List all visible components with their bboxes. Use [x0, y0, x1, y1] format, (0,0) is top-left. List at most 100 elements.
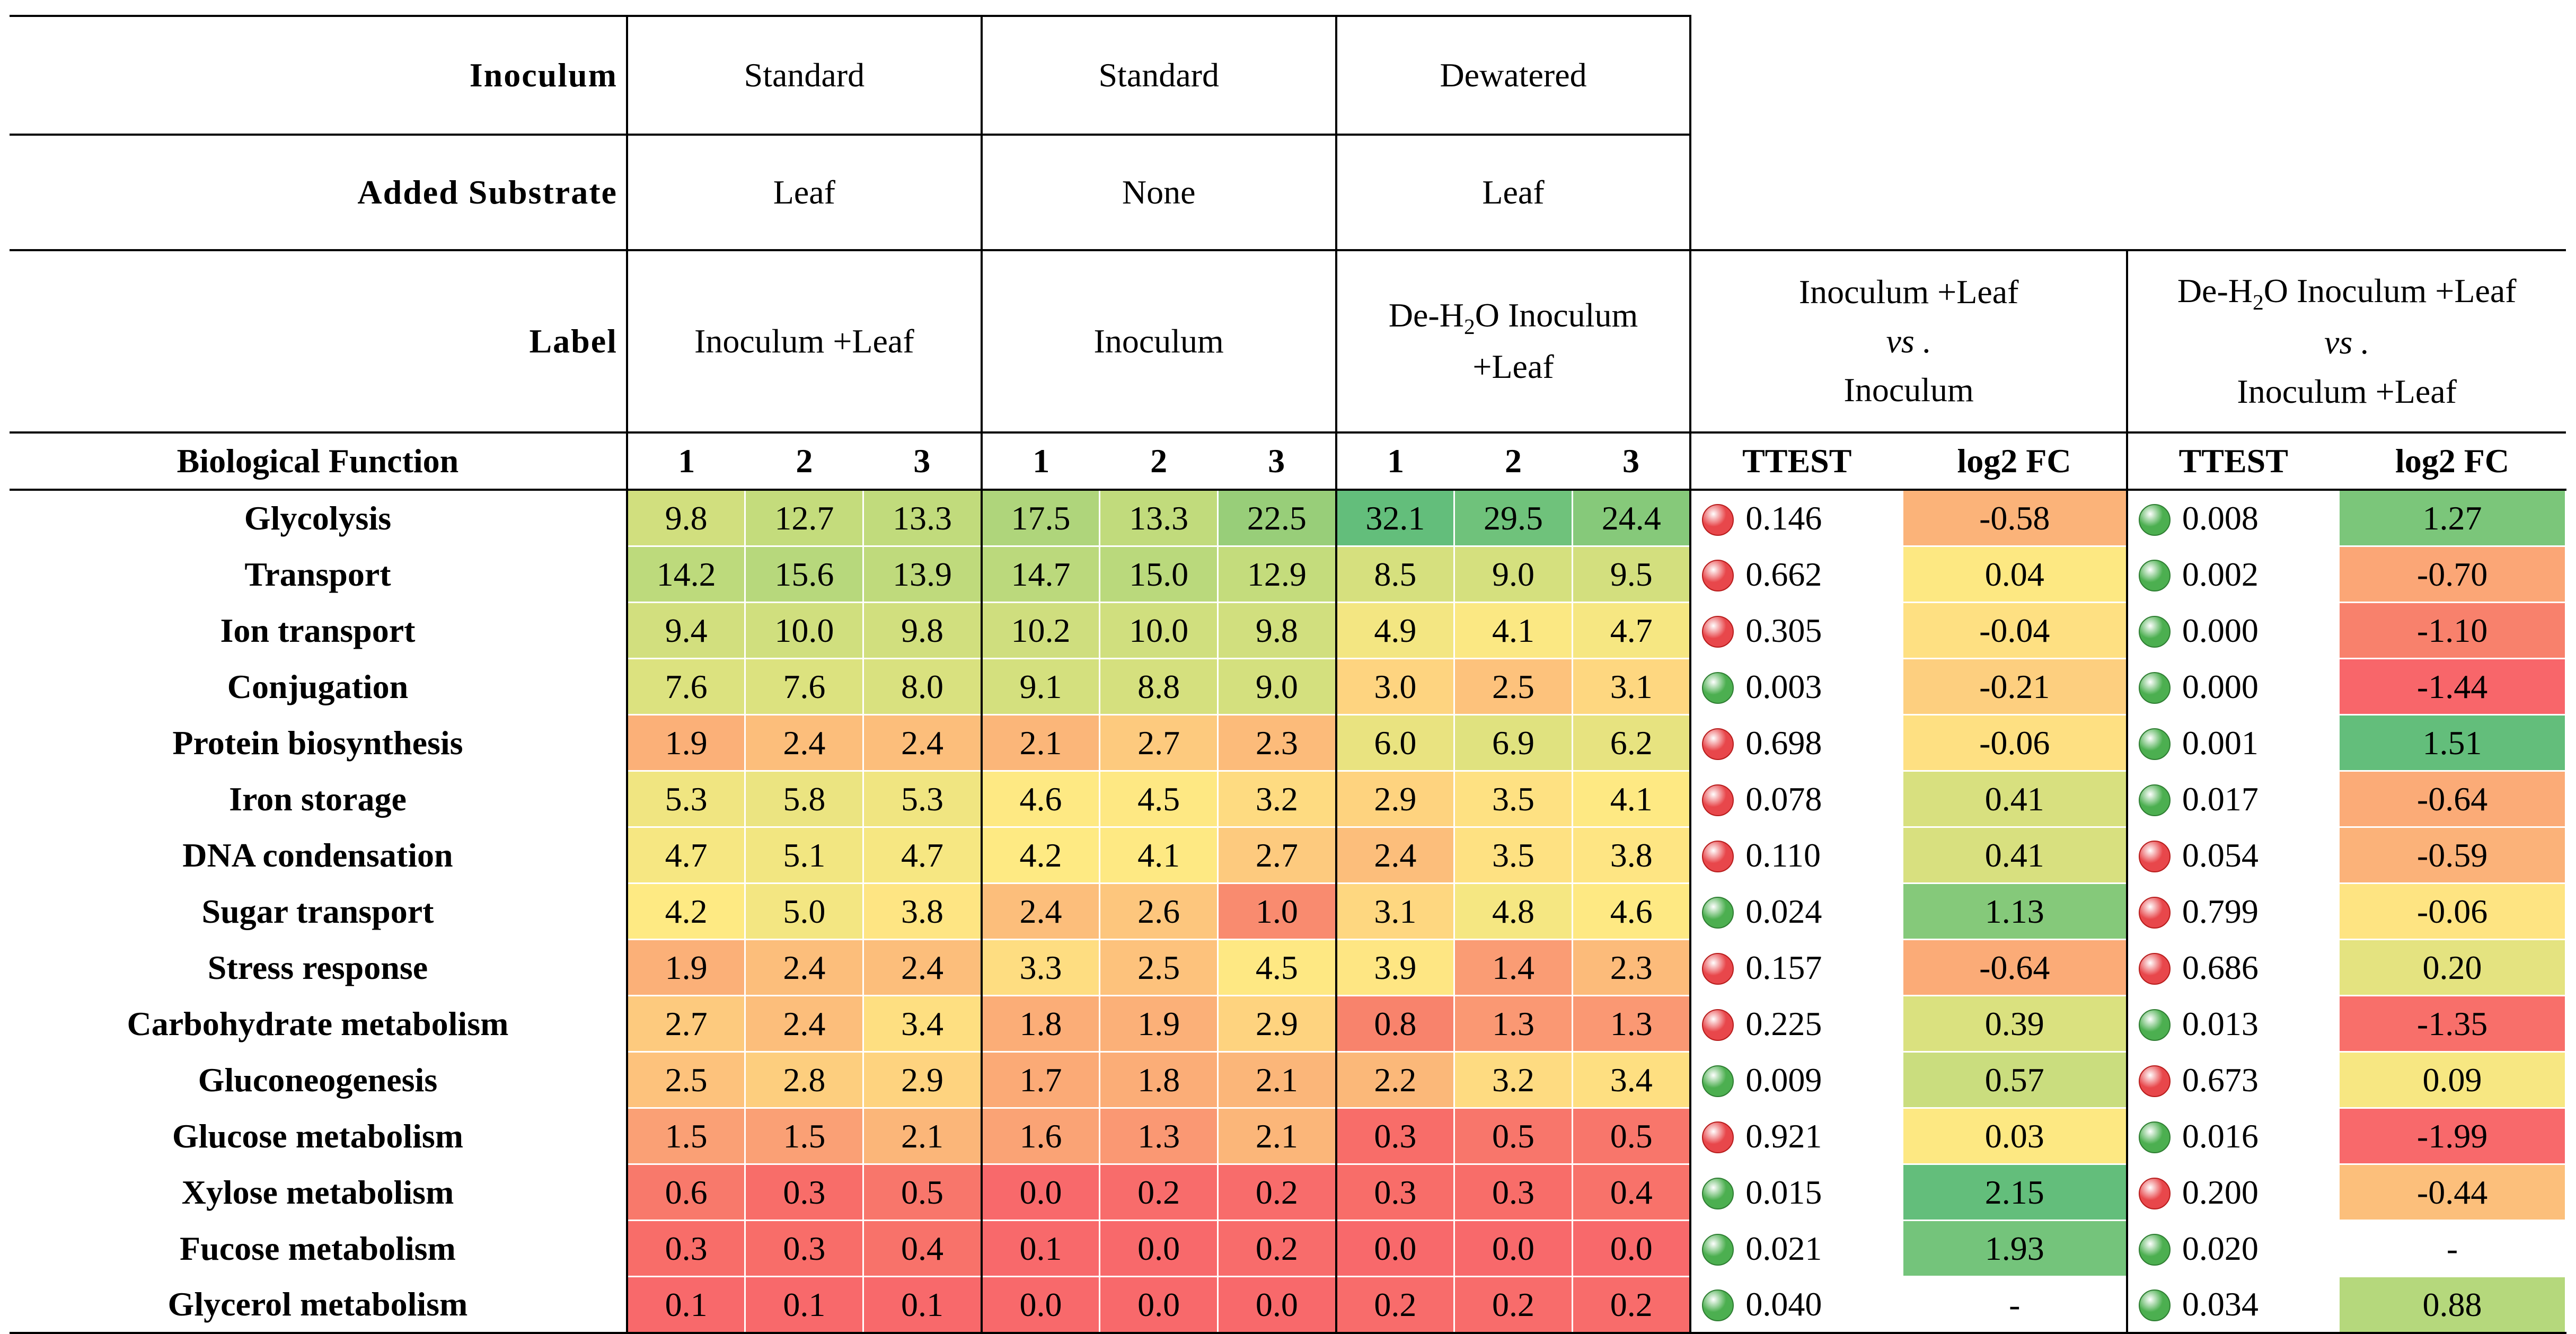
biological-function-name: Conjugation	[10, 658, 628, 715]
value-cell: 4.5	[1099, 770, 1219, 828]
value-cell: 24.4	[1571, 489, 1692, 547]
ttest-value: 0.078	[1745, 780, 1822, 818]
log2fc-cell: 0.88	[2338, 1276, 2566, 1334]
ttest-cell: 0.000	[2127, 603, 2339, 659]
value-cell: 0.2	[1217, 1220, 1337, 1277]
value-cell: 0.6	[626, 1163, 746, 1221]
value-cell: 0.3	[744, 1163, 864, 1221]
biological-function-name: Gluconeogenesis	[10, 1052, 628, 1108]
table-row: Conjugation 7.6 7.6 8.0 9.1 8.8 9.0 3.0 2.5 3.1 0.…	[10, 658, 2566, 715]
not-significant-indicator-icon	[1702, 952, 1734, 985]
value-cell: 1.8	[1099, 1051, 1219, 1109]
label-group-3: De-H2O Inoculum +Leaf	[1336, 249, 1692, 432]
log2fc-header: log2 FC	[1902, 431, 2128, 491]
value-cell: 9.0	[1453, 545, 1573, 603]
log2fc-cell: -0.64	[1901, 939, 2128, 996]
ttest-cell: 0.003	[1690, 659, 1902, 715]
significant-indicator-icon	[2138, 1121, 2171, 1153]
value-cell: 1.9	[626, 939, 746, 996]
value-cell: 1.6	[981, 1107, 1101, 1165]
log2fc-cell: -0.04	[1901, 602, 2128, 659]
ttest-value: 0.015	[1745, 1173, 1822, 1211]
value-cell: 2.4	[744, 939, 864, 996]
value-cell: 3.1	[1571, 658, 1692, 715]
value-cell: 2.4	[862, 939, 983, 996]
ttest-value: 0.000	[2182, 667, 2259, 705]
value-cell: 2.7	[1217, 826, 1337, 884]
value-cell: 9.0	[1217, 658, 1337, 715]
ttest-value: 0.016	[2182, 1117, 2259, 1155]
substrate-group-3: Leaf	[1336, 134, 1691, 250]
not-significant-indicator-icon	[1702, 784, 1734, 816]
ttest-value: 0.040	[1745, 1285, 1822, 1323]
ttest-value: 0.013	[2182, 1004, 2259, 1043]
value-cell: 2.9	[1217, 995, 1337, 1053]
value-cell: 4.7	[626, 826, 746, 884]
value-cell: 22.5	[1217, 489, 1337, 547]
log2fc-cell: 0.39	[1901, 995, 2128, 1053]
table-row: Fucose metabolism 0.3 0.3 0.4 0.1 0.0 0.2 0.0 0.…	[10, 1220, 2566, 1277]
value-cell: 2.4	[744, 714, 864, 772]
ttest-value: 0.000	[2182, 611, 2259, 649]
value-cell: 0.3	[1335, 1163, 1455, 1221]
log2fc-cell: -1.44	[2338, 658, 2566, 715]
ttest-value: 0.200	[2182, 1173, 2259, 1211]
value-cell: 13.3	[1099, 489, 1219, 547]
log2fc-cell: 0.41	[1901, 826, 2128, 884]
log2fc-cell: 2.15	[1901, 1163, 2128, 1221]
ttest-cell: 0.009	[1690, 1052, 1902, 1108]
value-cell: 2.3	[1571, 939, 1692, 996]
log2fc-cell: -1.10	[2338, 602, 2566, 659]
substrate-group-1: Leaf	[627, 134, 983, 250]
value-cell: 2.1	[981, 714, 1101, 772]
ttest-cell: 0.000	[2127, 659, 2339, 715]
value-cell: 0.0	[1099, 1276, 1219, 1334]
log2fc-cell: -	[1901, 1276, 2128, 1334]
table-row: Ion transport 9.4 10.0 9.8 10.2 10.0 9.8 4.9 4.1…	[10, 602, 2566, 659]
value-cell: 6.2	[1571, 714, 1692, 772]
comparison-2-header: De-H2O Inoculum +Leaf vs . Inoculum +Lea…	[2127, 249, 2566, 432]
ttest-value: 0.003	[1745, 667, 1822, 705]
value-cell: 1.0	[1217, 882, 1337, 940]
value-cell: 2.6	[1099, 882, 1219, 940]
value-cell: 7.6	[744, 658, 864, 715]
log2fc-cell: 0.57	[1901, 1051, 2128, 1109]
log2fc-cell: 0.20	[2338, 939, 2566, 996]
ttest-cell: 0.921	[1690, 1108, 1902, 1164]
biological-function-name: DNA condensation	[10, 827, 628, 884]
value-cell: 0.2	[1453, 1276, 1573, 1334]
not-significant-indicator-icon	[1702, 559, 1734, 591]
rep-header: 1	[627, 431, 745, 491]
ttest-cell: 0.662	[1690, 546, 1902, 603]
value-cell: 3.1	[1335, 882, 1455, 940]
value-cell: 0.1	[981, 1220, 1101, 1277]
significant-indicator-icon	[1702, 672, 1734, 704]
table-row: Glycolysis 9.8 12.7 13.3 17.5 13.3 22.5 32.1 29.…	[10, 489, 2566, 547]
value-cell: 13.3	[862, 489, 983, 547]
results-table: Inoculum Standard Standard Dewatered Add…	[10, 15, 2566, 1334]
ttest-value: 0.225	[1745, 1004, 1822, 1043]
significant-indicator-icon	[2138, 1233, 2171, 1266]
value-cell: 0.2	[1335, 1276, 1455, 1334]
value-cell: 1.8	[981, 995, 1101, 1053]
ttest-cell: 0.017	[2127, 771, 2339, 827]
value-cell: 14.2	[626, 545, 746, 603]
ttest-cell: 0.008	[2127, 490, 2339, 546]
ttest-cell: 0.015	[1690, 1164, 1902, 1221]
value-cell: 9.8	[626, 489, 746, 547]
log2fc-cell: 1.13	[1901, 882, 2128, 940]
value-cell: 2.3	[1217, 714, 1337, 772]
log2fc-cell: -0.44	[2338, 1163, 2566, 1221]
value-cell: 0.0	[1453, 1220, 1573, 1277]
value-cell: 0.0	[981, 1163, 1101, 1221]
table-row: Protein biosynthesis 1.9 2.4 2.4 2.1 2.7 2.3 6.…	[10, 714, 2566, 772]
ttest-cell: 0.021	[1690, 1221, 1902, 1277]
value-cell: 0.0	[1099, 1220, 1219, 1277]
ttest-value: 0.034	[2182, 1285, 2259, 1323]
inoculum-group-2: Standard	[981, 15, 1337, 135]
log2fc-header: log2 FC	[2339, 431, 2566, 491]
ttest-cell: 0.157	[1690, 940, 1902, 996]
rep-header: 3	[1572, 431, 1692, 491]
value-cell: 2.4	[981, 882, 1101, 940]
log2fc-cell: -0.06	[2338, 882, 2566, 940]
